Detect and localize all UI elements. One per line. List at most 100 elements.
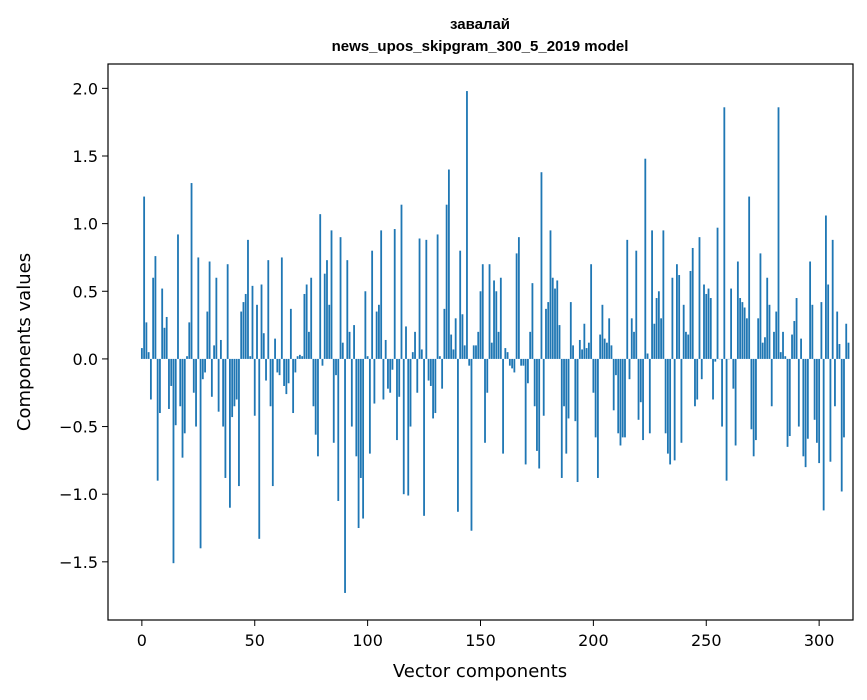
bar <box>453 349 455 358</box>
bar <box>310 278 312 359</box>
bar <box>301 356 303 359</box>
bar <box>708 289 710 359</box>
bar <box>387 359 389 389</box>
bar <box>843 359 845 437</box>
bar <box>270 359 272 406</box>
bar <box>249 356 251 359</box>
bar <box>340 237 342 359</box>
bar <box>782 332 784 359</box>
chart-title-line1: завалай <box>450 16 510 33</box>
bar <box>536 359 538 451</box>
bar <box>744 308 746 359</box>
bar <box>703 285 705 359</box>
bar <box>717 228 719 359</box>
bar <box>811 305 813 359</box>
bar <box>421 349 423 358</box>
bar <box>410 359 412 427</box>
bar <box>184 359 186 433</box>
bar <box>389 359 391 393</box>
bar <box>588 343 590 359</box>
bar <box>392 359 394 370</box>
bar <box>243 302 245 359</box>
bar <box>796 298 798 359</box>
bar <box>489 264 491 359</box>
bar <box>773 332 775 359</box>
bar <box>258 359 260 539</box>
bar <box>755 359 757 440</box>
bar <box>723 107 725 359</box>
bar <box>841 359 843 492</box>
bar <box>741 302 743 359</box>
bar <box>369 359 371 454</box>
bar <box>224 359 226 478</box>
bar <box>283 359 285 386</box>
bar <box>771 359 773 406</box>
bar <box>164 328 166 359</box>
bar <box>611 345 613 359</box>
bar <box>705 294 707 359</box>
bar <box>753 359 755 456</box>
bar <box>294 359 296 373</box>
bar <box>297 356 299 359</box>
bar <box>335 359 337 375</box>
bar <box>620 359 622 446</box>
bar <box>638 359 640 420</box>
bar <box>401 205 403 359</box>
bar <box>148 352 150 359</box>
bar <box>780 352 782 359</box>
bar <box>577 359 579 482</box>
bar <box>319 214 321 359</box>
bar <box>581 349 583 358</box>
bar <box>552 278 554 359</box>
bar <box>141 348 143 359</box>
bar <box>236 359 238 400</box>
bar <box>213 345 215 359</box>
bar <box>457 359 459 512</box>
bar <box>285 359 287 394</box>
bar <box>247 240 249 359</box>
bar <box>769 305 771 359</box>
bar <box>527 359 529 383</box>
bar <box>308 332 310 359</box>
bar <box>471 359 473 531</box>
bar <box>394 229 396 359</box>
bar <box>204 359 206 373</box>
bar <box>166 317 168 359</box>
bar <box>534 359 536 406</box>
bar <box>195 359 197 427</box>
bar <box>337 359 339 501</box>
bar <box>766 278 768 359</box>
bar <box>556 280 558 358</box>
y-tick-label: −1.5 <box>59 553 98 572</box>
y-tick-label: 1.0 <box>73 215 98 234</box>
bar <box>816 359 818 443</box>
bar <box>252 286 254 359</box>
bar <box>805 359 807 467</box>
bar <box>547 302 549 359</box>
bar <box>545 309 547 359</box>
bar <box>238 359 240 486</box>
bar <box>272 359 274 486</box>
bar <box>450 335 452 359</box>
bar <box>385 340 387 359</box>
bar <box>730 289 732 359</box>
bar <box>595 359 597 437</box>
bar <box>446 205 448 359</box>
bar <box>380 230 382 359</box>
bar <box>254 359 256 416</box>
x-tick-label: 50 <box>245 631 265 650</box>
bar <box>419 239 421 359</box>
bar <box>748 197 750 359</box>
bar <box>690 271 692 359</box>
bar <box>179 359 181 406</box>
bar <box>599 335 601 359</box>
bar <box>173 359 175 563</box>
bar <box>209 262 211 359</box>
bar <box>240 312 242 359</box>
x-tick-label: 100 <box>352 631 383 650</box>
bar <box>326 260 328 359</box>
bar <box>484 359 486 443</box>
